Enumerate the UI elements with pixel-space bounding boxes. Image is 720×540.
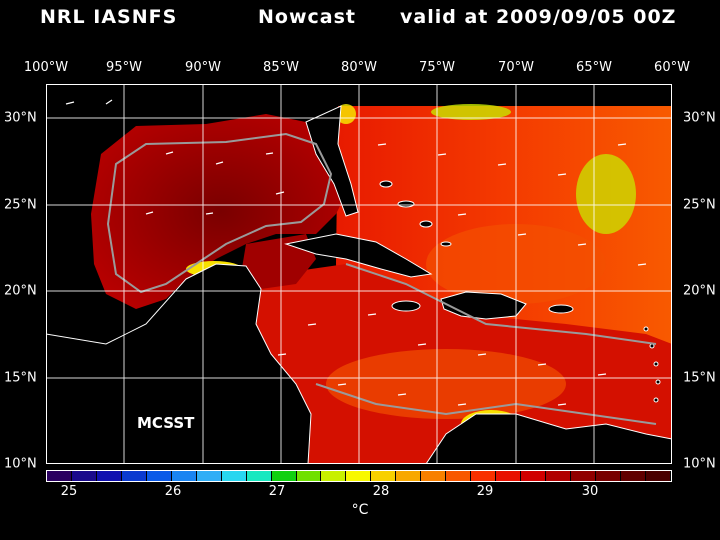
south-america-land bbox=[425, 413, 672, 464]
colorbar-swatch bbox=[346, 471, 372, 481]
lon-label-100w: 100°W bbox=[23, 60, 69, 75]
lat-label-25n-right: 25°N bbox=[683, 197, 716, 213]
colorbar-swatch bbox=[47, 471, 72, 481]
colorbar-swatch bbox=[146, 471, 172, 481]
colorbar-swatch bbox=[221, 471, 247, 481]
colorbar-tick-26: 26 bbox=[164, 484, 182, 499]
colorbar-tick-29: 29 bbox=[476, 484, 494, 499]
colorbar-swatch bbox=[620, 471, 646, 481]
colorbar-swatch bbox=[421, 471, 447, 481]
lat-label-30n-left: 30°N bbox=[4, 110, 37, 126]
valid-time-label: valid at 2009/09/05 00Z bbox=[400, 6, 677, 28]
lon-label-75w: 75°W bbox=[419, 60, 455, 75]
colorbar-tick-25: 25 bbox=[60, 484, 78, 499]
colorbar-swatch bbox=[196, 471, 222, 481]
cool-patch-north bbox=[431, 104, 511, 120]
lat-label-15n-right: 15°N bbox=[683, 370, 716, 386]
lon-label-65w: 65°W bbox=[576, 60, 612, 75]
florida-land bbox=[305, 105, 359, 217]
atlantic-warm-patch-2 bbox=[326, 349, 566, 419]
colorbar-swatch bbox=[496, 471, 522, 481]
lat-label-25n-left: 25°N bbox=[4, 197, 37, 213]
colorbar-swatch bbox=[471, 471, 497, 481]
colorbar-swatch bbox=[645, 471, 671, 481]
colorbar-swatch bbox=[246, 471, 272, 481]
title-bar: NRL IASNFS Nowcast valid at 2009/09/05 0… bbox=[0, 6, 720, 36]
puerto-rico-land bbox=[548, 304, 574, 314]
sst-map bbox=[46, 84, 672, 464]
lon-label-70w: 70°W bbox=[498, 60, 534, 75]
source-label: NRL IASNFS bbox=[40, 6, 178, 28]
bathymetry-contours bbox=[106, 132, 657, 425]
gulf-of-mexico bbox=[91, 114, 351, 309]
colorbar-swatch bbox=[96, 471, 122, 481]
colorbar bbox=[46, 470, 672, 482]
colorbar-swatch bbox=[71, 471, 97, 481]
colorbar-swatch bbox=[521, 471, 547, 481]
colorbar-tick-27: 27 bbox=[268, 484, 286, 499]
lon-label-80w: 80°W bbox=[341, 60, 377, 75]
colorbar-swatch bbox=[371, 471, 397, 481]
product-label: Nowcast bbox=[258, 6, 356, 28]
colorbar-swatch bbox=[546, 471, 572, 481]
cool-patch-northeast bbox=[576, 154, 636, 234]
wind-vectors bbox=[65, 99, 647, 406]
colorbar-swatch bbox=[121, 471, 147, 481]
colorbar-tick-30: 30 bbox=[581, 484, 599, 499]
colorbar-swatch bbox=[321, 471, 347, 481]
map-border bbox=[46, 84, 672, 464]
colorbar-swatch bbox=[171, 471, 197, 481]
lat-label-30n-right: 30°N bbox=[683, 110, 716, 126]
dataset-label: MCSST bbox=[137, 414, 195, 432]
lon-label-60w: 60°W bbox=[654, 60, 690, 75]
lat-lon-grid bbox=[46, 84, 672, 464]
lon-label-85w: 85°W bbox=[263, 60, 299, 75]
colorbar-swatch bbox=[296, 471, 322, 481]
colorbar-swatch bbox=[446, 471, 472, 481]
lat-label-10n-right: 10°N bbox=[683, 456, 716, 472]
lon-label-90w: 90°W bbox=[185, 60, 221, 75]
lat-label-20n-left: 20°N bbox=[4, 283, 37, 299]
lat-label-20n-right: 20°N bbox=[683, 283, 716, 299]
lat-label-15n-left: 15°N bbox=[4, 370, 37, 386]
lat-label-10n-left: 10°N bbox=[4, 456, 37, 472]
jamaica-land bbox=[391, 300, 421, 312]
colorbar-swatch bbox=[595, 471, 621, 481]
colorbar-swatch bbox=[271, 471, 297, 481]
central-america-land bbox=[46, 263, 312, 464]
colorbar-swatch bbox=[396, 471, 422, 481]
colorbar-tick-28: 28 bbox=[372, 484, 390, 499]
colorbar-swatch bbox=[571, 471, 596, 481]
lon-label-95w: 95°W bbox=[106, 60, 142, 75]
colorbar-unit: °C bbox=[351, 502, 369, 518]
